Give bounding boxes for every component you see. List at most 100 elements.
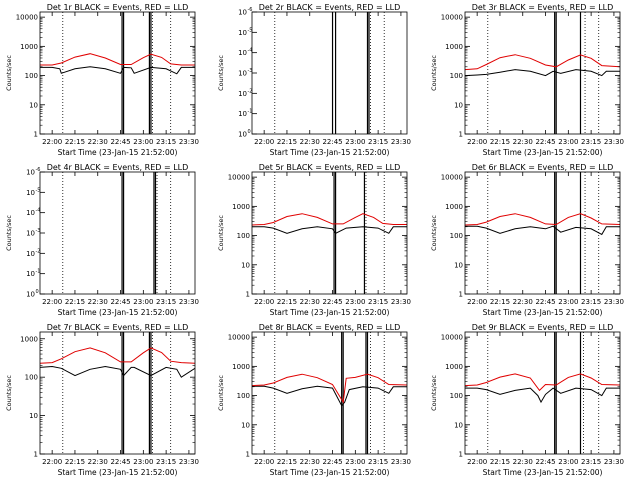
chart-title: Det 6r BLACK = Events, RED = LLD: [472, 163, 614, 172]
x-tick-label: 22:00: [467, 138, 487, 146]
x-tick-label: 23:15: [581, 298, 601, 306]
x-axis-label: Start Time (23-Jan-15 21:52:00): [270, 468, 390, 477]
x-tick-label: 23:15: [368, 298, 388, 306]
y-tick-label: 10: [454, 261, 463, 269]
x-tick-label: 23:30: [179, 138, 199, 146]
y-tick-exponent: -3: [248, 68, 253, 74]
y-tick-label: 10: [26, 230, 35, 238]
plot-area: [465, 12, 620, 134]
y-axis-label: Counts/sec: [430, 375, 438, 411]
chart-panel-1: Det 1r BLACK = Events, RED = LLD Counts/s…: [5, 3, 199, 157]
chart-panel-9: Det 9r BLACK = Events, RED = LLD Counts/s…: [430, 323, 624, 477]
x-tick-label: 22:00: [254, 298, 274, 306]
chart-panel-4: Det 4r BLACK = Events, RED = LLD Counts/s…: [5, 163, 199, 317]
lld-series-line: [465, 373, 620, 392]
x-tick-label: 22:00: [42, 458, 62, 466]
plot-frame: [251, 331, 408, 455]
lld-series-line: [40, 53, 195, 66]
x-tick-label: 22:45: [535, 458, 555, 466]
x-tick-label: 22:30: [513, 458, 533, 466]
y-tick-exponent: -1: [248, 109, 253, 115]
y-tick-label: 10000: [441, 14, 463, 22]
x-tick-label: 22:00: [42, 298, 62, 306]
chart-panel-5: Det 5r BLACK = Events, RED = LLD Counts/s…: [217, 163, 411, 317]
y-tick-label: 10: [26, 291, 35, 299]
x-tick-label: 22:00: [254, 138, 274, 146]
x-tick-label: 22:15: [277, 298, 297, 306]
y-tick-label: 10: [238, 29, 247, 37]
x-axis-label: Start Time (23-Jan-15 21:52:00): [270, 148, 390, 157]
chart-title: Det 4r BLACK = Events, RED = LLD: [47, 163, 189, 172]
x-tick-label: 23:00: [558, 298, 578, 306]
y-tick-label: 10: [454, 421, 463, 429]
y-tick-label: 10: [238, 9, 247, 17]
plot-frame: [464, 331, 621, 455]
x-axis-label: Start Time (23-Jan-15 21:52:00): [58, 468, 178, 477]
x-tick-label: 23:00: [133, 458, 153, 466]
x-tick-label: 22:00: [254, 458, 274, 466]
x-tick-label: 23:15: [368, 458, 388, 466]
plot-area: [274, 12, 385, 134]
x-tick-label: 22:30: [300, 298, 320, 306]
plot-area: [40, 332, 195, 454]
x-tick-label: 22:30: [88, 458, 108, 466]
y-tick-exponent: -6: [248, 7, 253, 13]
x-tick-label: 22:30: [300, 138, 320, 146]
x-tick-label: 23:30: [391, 298, 411, 306]
chart-title: Det 2r BLACK = Events, RED = LLD: [259, 3, 401, 12]
x-tick-label: 23:15: [156, 138, 176, 146]
x-tick-label: 23:15: [368, 138, 388, 146]
x-tick-label: 22:15: [490, 138, 510, 146]
x-tick-label: 22:45: [110, 138, 130, 146]
x-tick-label: 23:30: [604, 138, 624, 146]
plot-area: [252, 332, 407, 454]
y-tick-label: 1000: [445, 203, 463, 211]
x-axis-label: Start Time (23-Jan-15 21:52:00): [483, 468, 603, 477]
y-tick-label: 10: [29, 101, 38, 109]
x-tick-label: 22:15: [277, 458, 297, 466]
y-tick-exponent: 0: [248, 129, 251, 135]
y-axis-label: Counts/sec: [217, 215, 225, 251]
y-tick-label: 1: [459, 291, 463, 299]
y-tick-label: 1: [459, 131, 463, 139]
x-tick-label: 23:00: [558, 458, 578, 466]
plot-area: [40, 12, 195, 134]
y-tick-label: 1: [34, 131, 38, 139]
plot-frame: [39, 171, 196, 295]
x-tick-label: 22:45: [322, 138, 342, 146]
x-tick-label: 22:30: [88, 298, 108, 306]
events-series-line: [40, 66, 195, 75]
x-tick-label: 22:15: [277, 138, 297, 146]
x-tick-label: 23:30: [604, 458, 624, 466]
x-tick-label: 22:15: [65, 298, 85, 306]
x-tick-label: 22:30: [513, 138, 533, 146]
chart-title: Det 9r BLACK = Events, RED = LLD: [472, 323, 614, 332]
y-tick-exponent: -6: [36, 167, 41, 173]
y-axis-label: Counts/sec: [430, 55, 438, 91]
x-tick-label: 22:45: [110, 458, 130, 466]
y-tick-label: 10: [26, 189, 35, 197]
y-tick-label: 10: [29, 412, 38, 420]
y-tick-label: 10: [238, 110, 247, 118]
plot-frame: [251, 171, 408, 295]
plot-frame: [39, 11, 196, 135]
y-tick-exponent: 0: [36, 289, 39, 295]
plot-area: [465, 172, 620, 294]
y-tick-exponent: -4: [248, 48, 253, 54]
y-tick-label: 100: [450, 392, 463, 400]
x-tick-label: 22:15: [65, 458, 85, 466]
plot-area: [465, 332, 620, 454]
x-tick-label: 23:15: [581, 458, 601, 466]
y-tick-label: 100: [237, 392, 250, 400]
y-tick-label: 1: [246, 291, 250, 299]
chart-title: Det 1r BLACK = Events, RED = LLD: [47, 3, 189, 12]
events-series-line: [465, 387, 620, 404]
x-tick-label: 23:00: [133, 138, 153, 146]
chart-panel-2: Det 2r BLACK = Events, RED = LLD Counts/s…: [217, 3, 411, 157]
plot-frame: [464, 11, 621, 135]
x-tick-label: 23:00: [345, 298, 365, 306]
lld-series-line: [40, 347, 195, 364]
x-tick-label: 22:00: [467, 298, 487, 306]
x-tick-label: 22:00: [42, 138, 62, 146]
